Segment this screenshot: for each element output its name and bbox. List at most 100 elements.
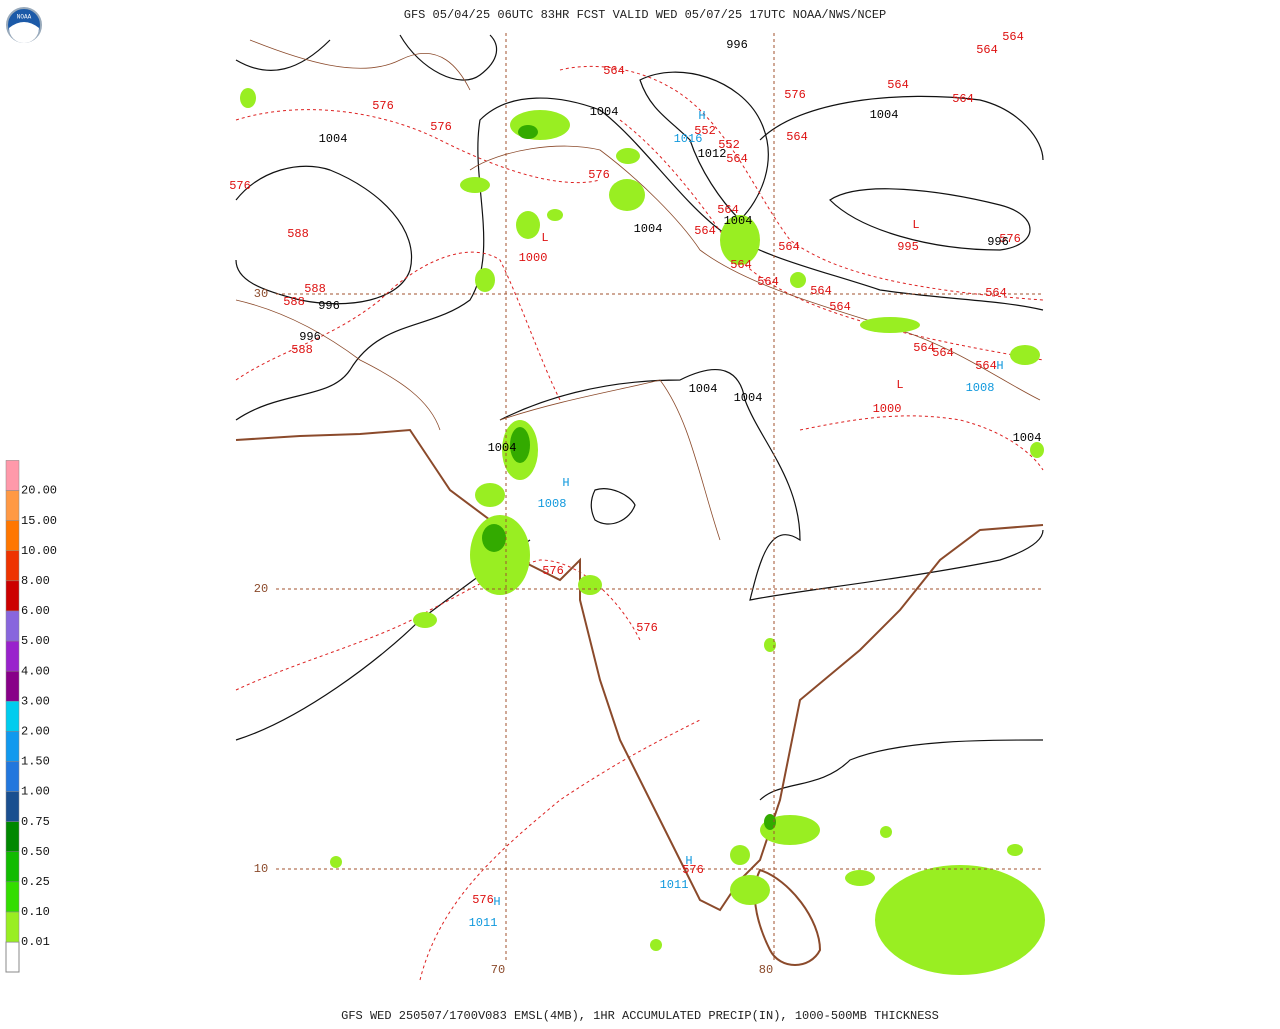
legend-label: 5.00: [21, 634, 50, 648]
high-symbol: H: [493, 895, 500, 909]
pressure-label: 1004: [870, 108, 899, 122]
legend-label: 6.00: [21, 604, 50, 618]
low-value: 995: [897, 240, 919, 254]
thickness-label: 576: [430, 120, 452, 134]
low-value: 1000: [519, 251, 548, 265]
high-symbol: H: [562, 476, 569, 490]
high-value: 1008: [538, 497, 567, 511]
thickness-label: 588: [283, 295, 305, 309]
legend-label: 0.75: [21, 815, 50, 829]
thickness-label: 564: [932, 346, 954, 360]
thickness-label: 564: [778, 240, 800, 254]
precipitation: [240, 88, 1045, 975]
thickness-label: 564: [975, 359, 997, 373]
map-frame: [236, 33, 1043, 972]
thickness-label: 564: [976, 43, 998, 57]
legend-swatch: [5, 700, 20, 732]
legend-label: 20.00: [21, 484, 57, 498]
legend-label: 1.00: [21, 785, 50, 799]
legend-label: 3.00: [21, 694, 50, 708]
thickness-label: 576: [588, 168, 610, 182]
legend-swatch: [5, 580, 20, 612]
high-symbol: H: [996, 359, 1003, 373]
high-value: 1011: [469, 916, 498, 930]
low-value: 1000: [873, 402, 902, 416]
latitude-label: 30: [254, 287, 268, 301]
pressure-label: 996: [299, 330, 321, 344]
thickness-label: 588: [287, 227, 309, 241]
pressure-label: 1004: [724, 214, 753, 228]
pressure-label: 1004: [734, 391, 763, 405]
legend-swatch: [5, 791, 20, 822]
high-value: 1016: [674, 132, 703, 146]
thickness-label: 576: [682, 863, 704, 877]
latitude-label: 10: [254, 862, 268, 876]
legend-label: 0.01: [21, 935, 50, 949]
legend-swatch: [5, 550, 20, 582]
thickness-label: 564: [757, 275, 779, 289]
thickness-label: 576: [999, 232, 1021, 246]
longitude-label: 80: [759, 963, 773, 977]
pressure-label: 1012: [698, 147, 727, 161]
high-value: 1008: [966, 381, 995, 395]
pressure-label: 1004: [488, 441, 517, 455]
borders: [235, 39, 1041, 541]
thickness-label: 564: [829, 300, 851, 314]
pressure-label: 1004: [689, 382, 718, 396]
logo-text: NOAA: [17, 14, 32, 21]
thickness-label: 564: [786, 130, 808, 144]
thickness-label: 576: [636, 621, 658, 635]
legend-swatch: [5, 911, 20, 943]
legend-label: 0.50: [21, 845, 50, 859]
thickness-label: 576: [784, 88, 806, 102]
legend-label: 2.00: [21, 724, 50, 738]
footer: GFS WED 250507/1700V083 EMSL(4MB), 1HR A…: [341, 1009, 939, 1023]
legend-swatch: [5, 851, 20, 883]
legend-swatch: [5, 731, 20, 762]
precipitation-heavy: [482, 125, 776, 830]
high-symbol: H: [685, 854, 692, 868]
legend-label: 0.25: [21, 875, 50, 889]
noaa-logo: NOAA: [6, 7, 42, 43]
legend-swatch: [5, 520, 20, 551]
pressure-label: 1004: [1013, 431, 1042, 445]
map-area: [235, 33, 1045, 981]
legend-swatch: [5, 610, 20, 642]
thickness-label: 564: [1002, 30, 1024, 44]
thickness-label: 552: [718, 138, 740, 152]
legend-swatch: [5, 761, 20, 792]
high-value: 1011: [660, 878, 689, 892]
thickness-label: 564: [887, 78, 909, 92]
legend-swatch: [5, 670, 20, 702]
title: GFS 05/04/25 06UTC 83HR FCST VALID WED 0…: [404, 8, 886, 22]
high-symbol: H: [698, 109, 705, 123]
pressure-label: 1004: [319, 132, 348, 146]
pressure-label: 1004: [634, 222, 663, 236]
legend-label: 10.00: [21, 544, 57, 558]
thickness-label: 564: [810, 284, 832, 298]
coastline: [235, 428, 1044, 966]
thickness-label: 564: [717, 203, 739, 217]
thickness-label: 576: [372, 99, 394, 113]
legend-label: 0.10: [21, 905, 50, 919]
longitude-label: 70: [491, 963, 505, 977]
low-symbol: L: [896, 378, 903, 392]
thickness-label: 576: [472, 893, 494, 907]
thickness-label: 552: [694, 124, 716, 138]
legend-swatch: [5, 881, 20, 913]
low-symbol: L: [912, 218, 919, 232]
legend-base: [5, 941, 20, 973]
legend-label: 8.00: [21, 574, 50, 588]
isobars: [235, 34, 1044, 801]
pressure-label: 996: [726, 38, 748, 52]
legend-label: 1.50: [21, 755, 50, 769]
legend-label: 4.00: [21, 664, 50, 678]
latitude-label: 20: [254, 582, 268, 596]
thickness-label: 564: [730, 258, 752, 272]
thickness-label: 588: [291, 343, 313, 357]
thickness-label: 564: [913, 341, 935, 355]
legend-swatch: [5, 490, 20, 521]
thickness-label: 564: [603, 64, 625, 78]
